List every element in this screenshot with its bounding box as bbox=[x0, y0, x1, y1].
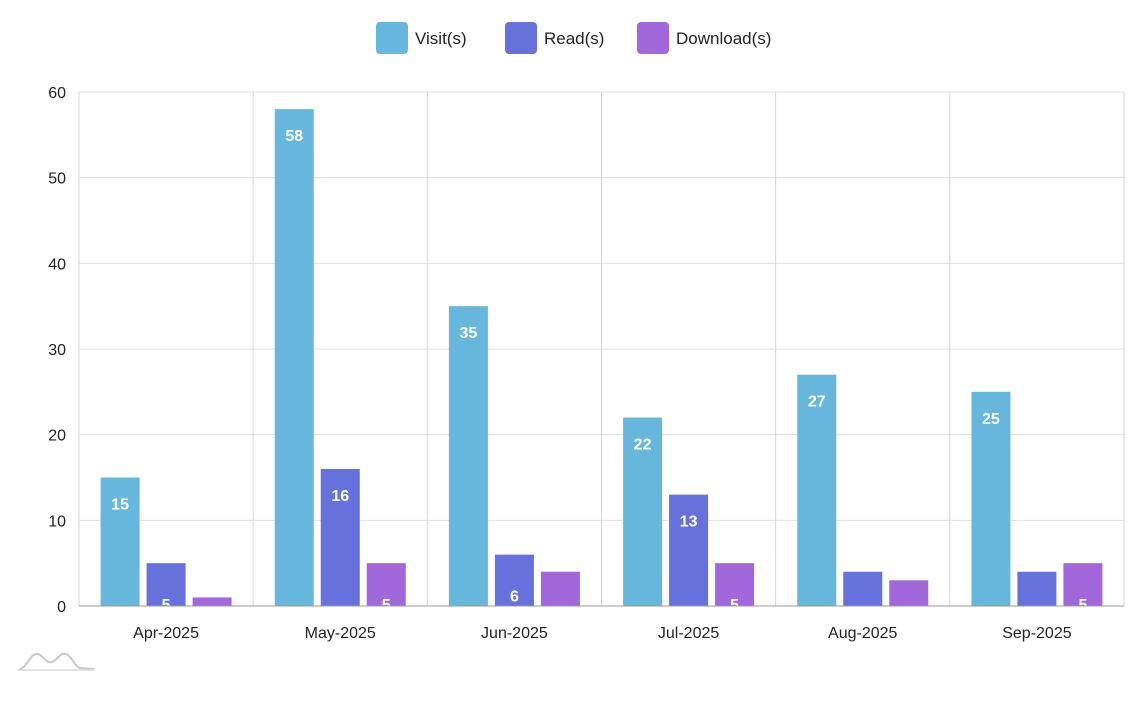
x-tick-label: Apr-2025 bbox=[133, 625, 199, 642]
data-label: 35 bbox=[460, 325, 478, 342]
y-tick-label: 0 bbox=[57, 599, 66, 616]
bar bbox=[797, 374, 837, 606]
legend-label: Read(s) bbox=[544, 29, 604, 48]
bar bbox=[1017, 571, 1057, 606]
data-label: 58 bbox=[285, 128, 303, 145]
bar bbox=[146, 563, 186, 606]
bar bbox=[540, 571, 580, 606]
y-tick-label: 50 bbox=[48, 171, 66, 188]
amcharts-logo-icon bbox=[17, 652, 95, 671]
bar bbox=[448, 306, 488, 606]
bar bbox=[889, 580, 929, 606]
bar bbox=[320, 468, 360, 606]
bar bbox=[366, 563, 406, 606]
data-label: 25 bbox=[982, 411, 1000, 428]
bar bbox=[971, 391, 1011, 606]
y-tick-label: 30 bbox=[48, 342, 66, 359]
bar bbox=[274, 109, 314, 606]
bar bbox=[843, 571, 883, 606]
y-tick-label: 60 bbox=[48, 85, 66, 102]
legend-swatch bbox=[505, 22, 537, 54]
legend-label: Visit(s) bbox=[415, 29, 467, 48]
bar bbox=[192, 597, 232, 606]
bar bbox=[100, 477, 140, 606]
legend-swatch bbox=[376, 22, 408, 54]
bar bbox=[623, 417, 663, 606]
x-tick-label: Jun-2025 bbox=[481, 625, 548, 642]
data-label: 22 bbox=[634, 437, 652, 454]
y-tick-label: 40 bbox=[48, 256, 66, 273]
bar bbox=[669, 494, 709, 606]
data-label: 16 bbox=[331, 488, 349, 505]
data-label: 13 bbox=[680, 514, 698, 531]
x-tick-label: Jul-2025 bbox=[658, 625, 719, 642]
legend-label: Download(s) bbox=[676, 29, 771, 48]
chart-legend: Visit(s) Read(s) Download(s) bbox=[376, 22, 771, 54]
x-tick-label: Sep-2025 bbox=[1002, 625, 1071, 642]
bar bbox=[1063, 563, 1103, 606]
chart-axes: 0 10 20 30 40 50 60 Apr-2025 May-2025 Jun-2025 Jul… bbox=[48, 85, 1124, 642]
data-label: 27 bbox=[808, 394, 826, 411]
bar bbox=[715, 563, 755, 606]
chart-bars bbox=[100, 109, 1103, 606]
y-tick-label: 20 bbox=[48, 428, 66, 445]
data-label: 6 bbox=[510, 589, 519, 606]
data-label: 15 bbox=[111, 497, 129, 514]
bar bbox=[494, 554, 534, 606]
y-tick-label: 10 bbox=[48, 513, 66, 530]
x-tick-label: Aug-2025 bbox=[828, 625, 897, 642]
x-tick-label: May-2025 bbox=[305, 625, 376, 642]
chart-grid bbox=[78, 91, 1125, 607]
legend-swatch bbox=[637, 22, 669, 54]
